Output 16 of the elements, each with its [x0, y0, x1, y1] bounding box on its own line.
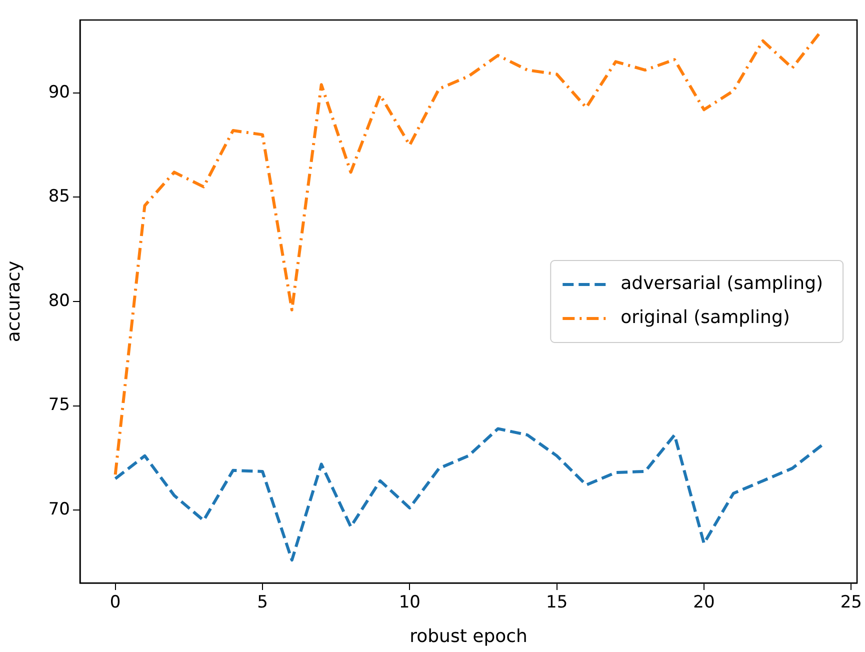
x-tick-label: 15 [546, 592, 568, 613]
x-tick-label: 0 [110, 592, 121, 613]
x-tick-label: 10 [398, 592, 420, 613]
y-tick-label: 75 [48, 395, 70, 416]
x-tick-label: 25 [840, 592, 862, 613]
x-tick-label: 5 [257, 592, 268, 613]
y-tick-label: 80 [48, 290, 70, 311]
y-axis-title: accuracy [3, 260, 24, 342]
legend-label: original (sampling) [620, 307, 790, 328]
line-series [114, 427, 824, 562]
x-tick-label: 20 [693, 592, 715, 613]
y-tick-label: 85 [48, 186, 70, 207]
legend-label: adversarial (sampling) [620, 273, 824, 294]
x-axis-title: robust epoch [410, 626, 528, 647]
y-tick-label: 70 [48, 499, 70, 520]
y-tick-label: 90 [48, 82, 70, 102]
